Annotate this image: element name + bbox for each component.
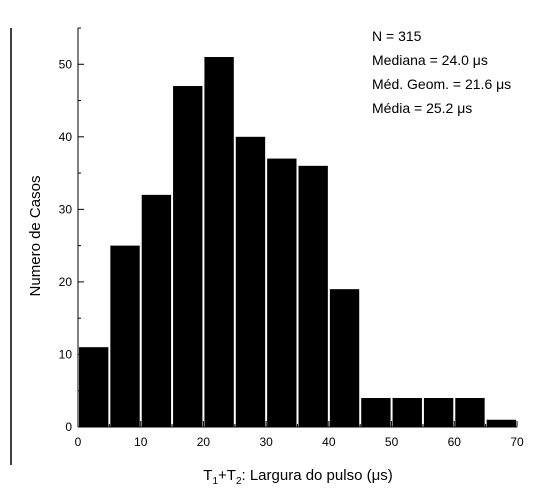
y-tick-label: 30 — [59, 202, 73, 216]
x-axis-title-sub2: 2 — [236, 476, 242, 487]
y-tick-label: 20 — [59, 275, 73, 289]
annotation-mean: Média = 25.2 μs — [372, 100, 472, 116]
annotation-geometric-mean: Méd. Geom. = 21.6 μs — [372, 76, 511, 92]
histogram-bar — [204, 57, 234, 427]
x-tick-label: 50 — [385, 435, 399, 449]
bars-group — [79, 57, 516, 427]
histogram-bar — [141, 194, 172, 427]
x-tick-label: 0 — [75, 435, 82, 449]
x-tick-label: 10 — [134, 435, 148, 449]
histogram-bar — [423, 397, 454, 427]
y-tick-label: 0 — [65, 420, 72, 434]
annotation-n: N = 315 — [372, 28, 422, 44]
y-tick-label: 10 — [59, 347, 73, 361]
x-axis-title-rest: : Largura do pulso (μs) — [242, 467, 393, 484]
annotation-median: Mediana = 24.0 μs — [372, 52, 488, 68]
y-tick-label: 50 — [59, 57, 73, 71]
histogram-bar — [110, 245, 140, 427]
x-tick-label: 20 — [197, 435, 211, 449]
histogram-bar — [79, 347, 109, 427]
histogram-bar — [267, 158, 297, 427]
x-axis-title-plus: +T — [218, 467, 236, 484]
histogram-bar — [486, 419, 516, 427]
histogram-bar — [392, 397, 422, 427]
x-tick-label: 70 — [510, 435, 524, 449]
y-tick-label: 40 — [59, 130, 73, 144]
histogram-bar — [298, 165, 328, 427]
x-tick-label: 30 — [259, 435, 273, 449]
histogram-bar — [329, 289, 360, 427]
histogram-bar — [455, 397, 485, 427]
x-tick-label: 40 — [322, 435, 336, 449]
x-axis-title: T1+T2: Largura do pulso (μs) — [203, 467, 392, 487]
histogram-bar — [173, 86, 203, 427]
histogram-bar — [361, 397, 391, 427]
x-ticks-group: 0 10 20 30 40 50 60 70 — [75, 421, 524, 449]
histogram-bar — [235, 136, 266, 427]
y-ticks-group: 0 10 20 30 40 50 — [59, 27, 84, 434]
y-axis-title: Numero de Casos — [27, 176, 44, 297]
x-tick-label: 60 — [448, 435, 462, 449]
x-axis-title-t1: T — [203, 467, 212, 484]
x-axis-title-sub1: 1 — [212, 476, 218, 487]
